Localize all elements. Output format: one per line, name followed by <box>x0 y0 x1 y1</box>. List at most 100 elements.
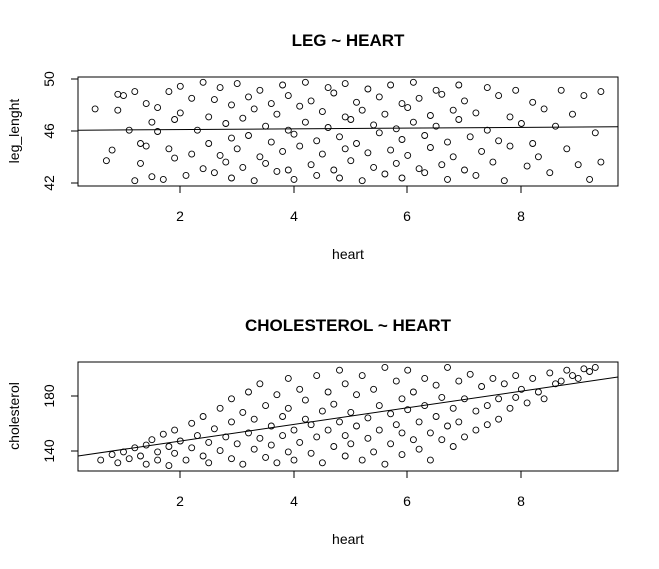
data-point <box>483 421 491 429</box>
data-point <box>165 145 173 153</box>
data-point <box>205 113 213 121</box>
data-point <box>347 440 355 448</box>
data-point <box>415 418 423 426</box>
data-point <box>318 108 326 116</box>
data-point <box>546 169 554 177</box>
data-point <box>182 171 190 179</box>
data-point <box>364 414 372 422</box>
data-point <box>290 426 298 434</box>
data-point <box>233 145 241 153</box>
data-point <box>597 158 605 166</box>
y-tick-label: 50 <box>41 71 57 87</box>
data-point <box>205 459 213 467</box>
data-point <box>188 444 196 452</box>
data-point <box>455 81 463 89</box>
data-point <box>540 395 548 403</box>
data-point <box>381 363 389 371</box>
data-point <box>188 94 196 102</box>
y-tick-label: 42 <box>41 175 57 191</box>
data-point <box>341 452 349 460</box>
data-point <box>91 105 99 113</box>
data-point <box>193 126 201 134</box>
x-tick-label: 4 <box>290 493 298 509</box>
data-point <box>154 448 162 456</box>
data-point <box>534 153 542 161</box>
data-point <box>250 177 258 185</box>
data-point <box>370 121 378 129</box>
data-point <box>512 372 520 380</box>
data-point <box>415 94 423 102</box>
data-point <box>404 104 412 112</box>
leg-heart-panel: LEG ~ HEART 2 4 6 8 heart 42 46 50 leg_l… <box>6 31 619 262</box>
data-point <box>154 104 162 112</box>
data-point <box>432 86 440 94</box>
data-point <box>415 165 423 173</box>
data-point <box>489 374 497 382</box>
data-point <box>546 369 554 377</box>
data-point <box>387 440 395 448</box>
data-point <box>415 445 423 453</box>
data-point <box>239 408 247 416</box>
data-point <box>529 98 537 106</box>
trend-line-cholesterol-heart <box>77 376 619 457</box>
data-point <box>171 426 179 434</box>
data-point <box>574 374 582 382</box>
data-point <box>284 126 292 134</box>
data-point <box>188 150 196 158</box>
data-point <box>256 153 264 161</box>
data-point <box>228 174 235 182</box>
data-point <box>245 388 252 396</box>
data-point <box>324 388 332 396</box>
data-point <box>426 456 434 464</box>
data-point <box>131 177 139 185</box>
data-point <box>148 118 156 126</box>
data-point <box>148 173 156 181</box>
data-point <box>245 429 252 437</box>
data-point <box>580 365 588 373</box>
x-tick-label: 8 <box>517 208 525 224</box>
data-point <box>228 455 235 463</box>
data-point <box>461 433 468 441</box>
data-point <box>341 113 349 121</box>
data-point <box>512 86 520 94</box>
plot-frame-leg-heart <box>77 76 619 187</box>
data-point <box>438 161 446 169</box>
data-point <box>552 380 559 388</box>
data-point <box>409 388 417 396</box>
data-point <box>330 166 338 174</box>
data-point <box>216 447 224 455</box>
x-tick-label: 4 <box>290 208 298 224</box>
data-point <box>529 140 537 147</box>
data-point <box>392 159 400 167</box>
data-point <box>114 90 122 98</box>
data-point <box>444 422 451 430</box>
data-point <box>199 413 207 420</box>
data-point <box>353 98 360 106</box>
data-point <box>182 456 190 464</box>
data-point <box>142 460 150 468</box>
data-point <box>330 400 338 408</box>
data-point <box>404 406 412 414</box>
data-point <box>307 449 315 457</box>
x-axis-leg-heart: 2 4 6 8 <box>176 185 525 224</box>
data-point <box>370 448 378 456</box>
data-point <box>199 452 207 460</box>
data-point <box>313 171 321 179</box>
data-point <box>364 434 372 442</box>
x-tick-label: 2 <box>176 208 184 224</box>
data-point <box>375 402 383 410</box>
data-point <box>466 370 474 378</box>
data-point <box>262 122 270 130</box>
data-point <box>353 422 360 430</box>
data-point <box>353 391 360 399</box>
x-tick-label: 2 <box>176 493 184 509</box>
data-point <box>284 448 292 456</box>
data-point <box>301 396 309 404</box>
data-point <box>472 171 480 179</box>
data-point <box>358 456 366 464</box>
data-point <box>137 159 144 167</box>
data-point <box>216 404 224 412</box>
data-point <box>517 120 525 127</box>
data-point <box>228 418 235 426</box>
